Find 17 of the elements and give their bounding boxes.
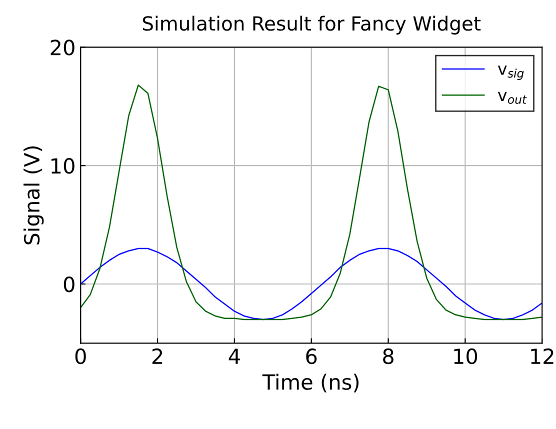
x-tick-label: 2	[152, 348, 162, 364]
y-tick-label: 10	[52, 158, 74, 174]
y-tick-label: 0	[64, 276, 74, 292]
x-tick-label: 12	[531, 348, 554, 364]
legend-label: v$_{sig}$	[498, 66, 524, 80]
x-tick-label: 8	[383, 348, 394, 364]
x-tick-label: 10	[454, 348, 478, 364]
y-axis-title: Signal (V)	[24, 146, 44, 244]
line-series	[80, 248, 542, 320]
x-tick-label: 6	[306, 348, 317, 364]
chart-title: Simulation Result for Fancy Widget	[142, 16, 481, 35]
y-tick-label: 20	[50, 40, 74, 56]
x-tick-label: 0	[75, 348, 86, 364]
legend-label: v$_{out}$	[498, 92, 527, 104]
x-axis-title: Time (ns)	[262, 374, 359, 392]
line-series	[80, 84, 542, 320]
x-tick-label: 4	[228, 348, 240, 364]
